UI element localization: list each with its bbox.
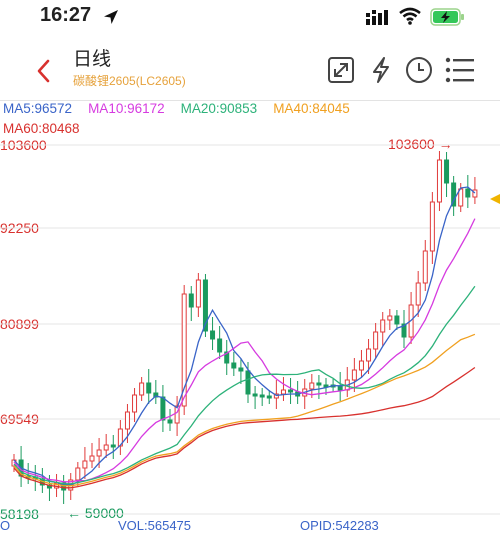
ma5-line [13, 186, 476, 486]
location-arrow-icon [102, 8, 120, 31]
low-price-annotation: ← 59000 [67, 505, 124, 521]
ma60-line [13, 366, 476, 489]
candle-body [288, 389, 294, 393]
ma-legend-row-1: MA5:96572 MA10:96172 MA20:90853 MA40:84045 [3, 101, 366, 116]
candle-body [202, 279, 208, 332]
candle-body [316, 382, 322, 386]
candle-body [245, 370, 251, 395]
candle-body [181, 293, 187, 407]
candle-body [75, 467, 81, 481]
candle-body [266, 395, 272, 399]
expand-icon[interactable] [327, 56, 355, 84]
current-price-marker [490, 194, 500, 204]
clock-icon[interactable] [405, 56, 433, 84]
candle-body [394, 315, 400, 325]
candle-body [358, 360, 364, 371]
candle-body [252, 393, 258, 397]
candle-body [153, 392, 159, 398]
candle-body [280, 389, 286, 395]
candle-body [167, 419, 173, 424]
candle-body [110, 444, 116, 448]
ma20-label: MA20:90853 [180, 101, 258, 116]
candle-body [351, 369, 357, 381]
ma40-label: MA40:84045 [273, 101, 350, 116]
candle-body [366, 348, 372, 362]
candlestick-chart[interactable] [0, 136, 500, 518]
candle-body [89, 455, 95, 462]
page-title: 日线 [73, 49, 112, 70]
candle-body [422, 250, 428, 284]
candle-body [401, 323, 407, 338]
high-price-annotation: 103600 → [388, 136, 453, 152]
candle-body [132, 394, 138, 413]
candle-body [380, 319, 386, 333]
status-time: 16:27 [40, 4, 92, 26]
candle-body [337, 385, 343, 391]
candle-body [436, 159, 442, 203]
candle-body [103, 444, 109, 451]
candle-body [139, 382, 145, 396]
candle-body [210, 330, 216, 340]
candle-body [231, 362, 237, 369]
open-interest-label: OPID:542283 [300, 518, 379, 533]
ma5-label: MA5:96572 [3, 101, 73, 116]
candle-body [465, 188, 471, 198]
ma60-label: MA60:80468 [3, 121, 80, 136]
candle-body [444, 159, 450, 184]
candle-body [195, 279, 201, 308]
candle-body [146, 382, 152, 394]
volume-label: VOL:565475 [118, 518, 192, 533]
status-bar: 16:27 [0, 0, 500, 34]
ma20-line [13, 285, 476, 485]
cellular-signal-icon [366, 9, 392, 30]
candle-body [217, 338, 223, 353]
candle-body [188, 293, 194, 308]
candle-body [259, 394, 265, 398]
candle-body [82, 460, 88, 469]
wifi-icon [398, 7, 422, 30]
candle-body [415, 282, 421, 306]
candle-body [373, 331, 379, 350]
contract-subtitle: 碳酸锂2605(LC2605) [73, 74, 186, 88]
candle-body [472, 189, 478, 198]
candle-body [61, 482, 67, 491]
ma10-label: MA10:96172 [88, 101, 165, 116]
ma40-line [13, 333, 476, 487]
back-chevron-icon[interactable] [34, 58, 54, 89]
candle-body [160, 396, 166, 421]
candle-body [309, 382, 315, 390]
candle-body [96, 449, 102, 457]
battery-charging-icon [430, 8, 466, 31]
lightning-icon[interactable] [367, 56, 395, 84]
candle-body [451, 182, 457, 207]
candle-body [429, 201, 435, 252]
candle-body [124, 411, 130, 430]
menu-icon[interactable] [444, 56, 476, 84]
ma10-line [13, 218, 476, 483]
ma-legend-row-2: MA60:80468 [3, 121, 96, 136]
nav-bar: 日线 碳酸锂2605(LC2605) [0, 38, 500, 101]
candle-body [238, 367, 244, 372]
candle-body [387, 315, 393, 321]
candle-body [224, 351, 230, 364]
